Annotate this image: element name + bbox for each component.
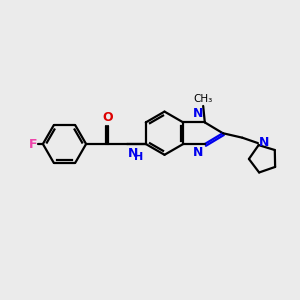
Text: N: N [193,146,203,159]
Text: H: H [134,152,143,161]
Text: N: N [259,136,269,149]
Text: N: N [128,147,138,160]
Text: CH₃: CH₃ [194,94,213,104]
Text: F: F [28,137,37,151]
Text: N: N [193,107,203,120]
Text: O: O [102,111,113,124]
